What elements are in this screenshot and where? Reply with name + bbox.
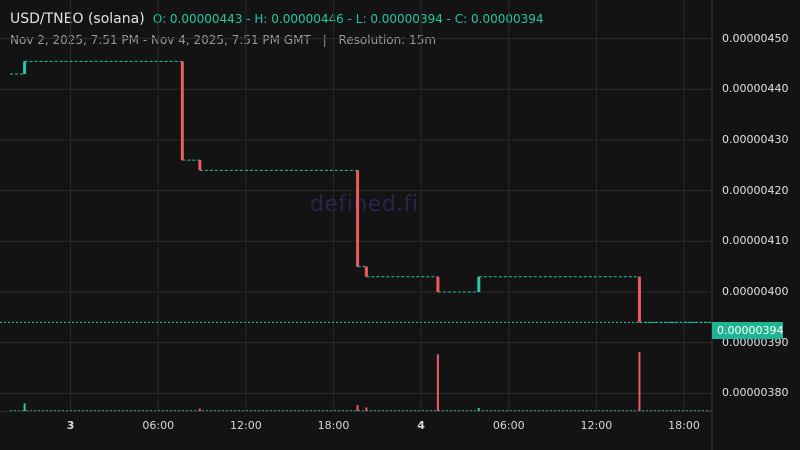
y-tick-label: 0.00000400	[722, 284, 789, 298]
volume-bar	[436, 354, 439, 411]
resolution-label: Resolution: 15m	[338, 33, 437, 47]
y-tick-label: 0.00000440	[722, 82, 789, 96]
candle	[477, 276, 481, 292]
header-separator: |	[322, 33, 327, 47]
y-tick-label: 0.00000420	[722, 183, 789, 197]
x-tick-label: 12:00	[580, 419, 613, 432]
volume-bar	[365, 407, 368, 411]
y-tick-label: 0.00000380	[722, 386, 789, 400]
chart-header: USD/TNEO (solana) O: 0.00000443 - H: 0.0…	[10, 11, 544, 27]
x-tick-label: 06:00	[142, 419, 175, 432]
candle	[180, 61, 184, 161]
date-range: Nov 2, 2025, 7:51 PM - Nov 4, 2025, 7:51…	[10, 33, 311, 47]
volume-bar	[198, 408, 201, 411]
watermark: defined.fi	[310, 192, 419, 217]
volume-bar	[23, 403, 26, 411]
candle	[436, 276, 440, 292]
x-tick-label: 06:00	[492, 419, 525, 432]
x-tick-label: 3	[66, 419, 75, 432]
candle	[637, 276, 641, 323]
pair-title: USD/TNEO (solana)	[10, 11, 145, 27]
chart-subheader: Nov 2, 2025, 7:51 PM - Nov 4, 2025, 7:51…	[10, 33, 436, 47]
volume-bar	[356, 405, 359, 411]
candle	[364, 266, 368, 277]
x-tick-label: 12:00	[229, 419, 262, 432]
volume-bar	[477, 408, 480, 411]
current-price-tag: 0.00000394	[712, 322, 783, 339]
x-tick-label: 4	[417, 419, 425, 432]
y-tick-label: 0.00000450	[722, 31, 789, 45]
x-tick-label: 18:00	[317, 419, 350, 432]
y-tick-label: 0.00000410	[722, 234, 789, 248]
y-tick-label: 0.00000430	[722, 132, 789, 146]
candle	[356, 170, 360, 267]
x-tick-label: 18:00	[668, 419, 700, 432]
candle	[23, 61, 27, 75]
ohlc-readout: O: 0.00000443 - H: 0.00000446 - L: 0.000…	[152, 12, 544, 26]
volume-bar	[638, 352, 641, 411]
candle	[198, 160, 202, 171]
